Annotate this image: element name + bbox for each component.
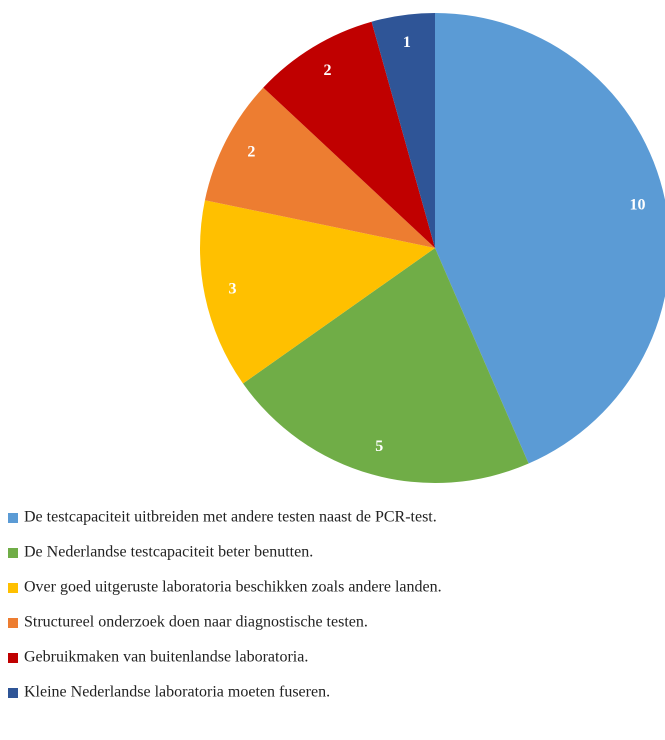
- pie-slice: [263, 21, 435, 249]
- pie-slice: [243, 248, 529, 483]
- data-label: 2: [247, 144, 255, 161]
- pie-slice: [371, 13, 435, 248]
- legend-label: De Nederlandse testcapaciteit beter benu…: [24, 544, 313, 561]
- pie-slice: [200, 200, 435, 384]
- data-label: 3: [229, 281, 237, 298]
- legend-swatch: [8, 583, 18, 593]
- data-label: 5: [375, 438, 383, 455]
- legend-swatch: [8, 548, 18, 558]
- legend-swatch: [8, 688, 18, 698]
- legend-label: Over goed uitgeruste laboratoria beschik…: [24, 579, 442, 596]
- legend-label: Gebruikmaken van buitenlandse laboratori…: [24, 649, 308, 666]
- legend-swatch: [8, 618, 18, 628]
- legend-swatch: [8, 513, 18, 523]
- data-label: 1: [403, 34, 411, 51]
- pie-slice: [435, 13, 665, 464]
- pie-slice: [204, 87, 435, 249]
- legend-swatch: [8, 653, 18, 663]
- data-label: 10: [629, 197, 645, 214]
- legend-label: Structureel onderzoek doen naar diagnost…: [24, 614, 368, 631]
- legend-label: Kleine Nederlandse laboratoria moeten fu…: [24, 684, 330, 701]
- data-label: 2: [324, 62, 332, 79]
- legend-label: De testcapaciteit uitbreiden met andere …: [24, 509, 437, 526]
